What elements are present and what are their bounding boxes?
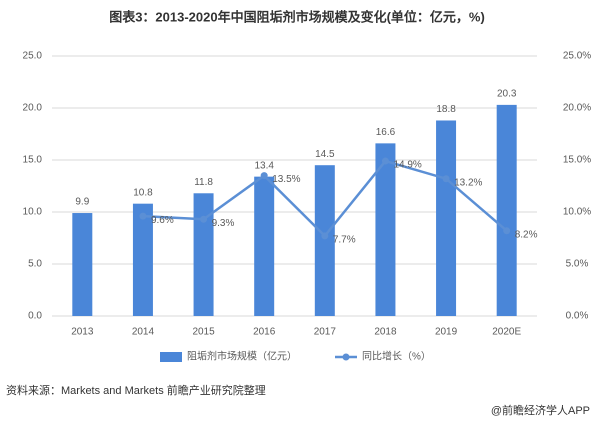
- bar: [314, 165, 335, 316]
- line-label: 14.9%: [393, 160, 421, 171]
- footer: @前瞻经济学人APP: [491, 403, 590, 417]
- line-marker: [139, 212, 147, 220]
- y2-tick-label: 10.0%: [563, 207, 591, 218]
- line-label: 13.5%: [272, 174, 300, 185]
- x-tick-label: 2020E: [492, 327, 521, 338]
- x-tick-label: 2013: [71, 327, 94, 338]
- legend-swatch: [160, 352, 182, 362]
- bar: [193, 193, 214, 316]
- line-label: 13.2%: [454, 177, 482, 188]
- x-tick-label: 2017: [314, 327, 337, 338]
- bar: [72, 213, 93, 316]
- y-tick-label: 15.0: [23, 155, 43, 166]
- line-marker: [503, 227, 511, 235]
- bar-label: 14.5: [315, 149, 335, 160]
- line-marker: [321, 232, 329, 240]
- legend-label: 同比增长（%）: [362, 350, 431, 363]
- bar-label: 13.4: [254, 160, 274, 171]
- y2-tick-label: 25.0%: [563, 51, 591, 62]
- x-tick-label: 2018: [374, 327, 397, 338]
- bar-label: 20.3: [497, 89, 517, 100]
- line-marker: [200, 215, 208, 223]
- y-tick-label: 10.0: [23, 207, 43, 218]
- bar-label: 11.8: [194, 177, 213, 188]
- legend-marker: [342, 353, 350, 361]
- line-label: 7.7%: [333, 235, 356, 246]
- y2-tick-label: 5.0%: [566, 259, 589, 270]
- bar-label: 16.6: [376, 127, 396, 138]
- line-label: 9.3%: [212, 218, 235, 229]
- y2-tick-label: 15.0%: [563, 155, 591, 166]
- line-marker: [442, 175, 450, 183]
- line-marker: [260, 172, 268, 180]
- x-tick-label: 2015: [192, 327, 215, 338]
- bar-label: 9.9: [75, 197, 89, 208]
- y2-tick-label: 20.0%: [563, 103, 591, 114]
- bar: [436, 120, 457, 316]
- bar: [132, 203, 153, 316]
- x-tick-label: 2019: [435, 327, 458, 338]
- x-tick-label: 2016: [253, 327, 276, 338]
- legend-label: 阻垢剂市场规模（亿元）: [187, 350, 297, 363]
- y-tick-label: 0.0: [28, 311, 42, 322]
- line-label: 9.6%: [151, 215, 174, 226]
- bar-label: 18.8: [436, 104, 456, 115]
- bar: [496, 104, 517, 316]
- line-label: 8.2%: [515, 229, 538, 240]
- line-marker: [381, 157, 389, 165]
- y-tick-label: 5.0: [28, 259, 42, 270]
- bar: [375, 143, 396, 316]
- bar: [254, 176, 275, 316]
- y-tick-label: 25.0: [23, 51, 43, 62]
- y-tick-label: 20.0: [23, 103, 43, 114]
- x-tick-label: 2014: [132, 327, 155, 338]
- bar-label: 10.8: [133, 187, 153, 198]
- chart-title: 图表3：2013-2020年中国阻垢剂市场规模及变化(单位：亿元，%): [109, 9, 485, 24]
- y2-tick-label: 0.0%: [566, 311, 589, 322]
- source: 资料来源：Markets and Markets 前瞻产业研究院整理: [6, 383, 266, 397]
